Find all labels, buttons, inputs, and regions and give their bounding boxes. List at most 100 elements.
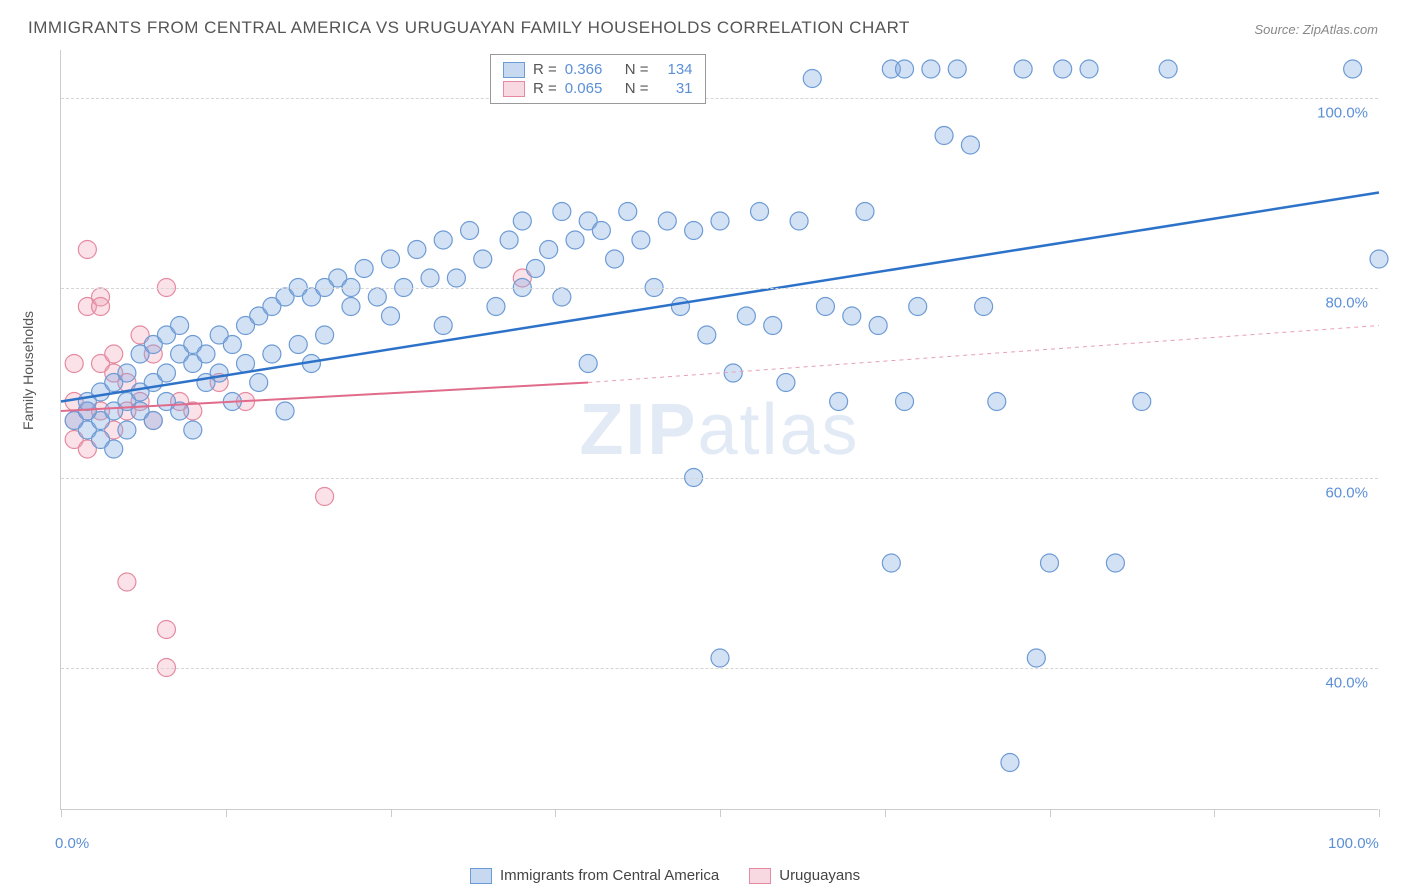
data-point	[513, 212, 531, 230]
plot-area: ZIPatlas 40.0%60.0%80.0%100.0%	[60, 50, 1378, 810]
data-point	[1344, 60, 1362, 78]
data-point	[118, 421, 136, 439]
x-tick	[555, 809, 556, 817]
gridline-h	[61, 288, 1378, 289]
data-point	[816, 298, 834, 316]
data-point	[461, 222, 479, 240]
data-point	[671, 298, 689, 316]
legend-swatch	[503, 81, 525, 97]
x-tick-label: 100.0%	[1328, 835, 1379, 852]
data-point	[342, 298, 360, 316]
data-point	[105, 440, 123, 458]
data-point	[619, 203, 637, 221]
data-point	[382, 307, 400, 325]
data-point	[1159, 60, 1177, 78]
gridline-h	[61, 668, 1378, 669]
data-point	[316, 488, 334, 506]
data-point	[948, 60, 966, 78]
y-tick-label: 60.0%	[1325, 484, 1368, 501]
x-tick	[1050, 809, 1051, 817]
data-point	[1014, 60, 1032, 78]
legend-n-value: 31	[657, 80, 693, 97]
data-point	[882, 554, 900, 572]
data-point	[382, 250, 400, 268]
data-point	[157, 364, 175, 382]
data-point	[118, 364, 136, 382]
data-point	[65, 355, 83, 373]
data-point	[961, 136, 979, 154]
data-point	[434, 231, 452, 249]
data-point	[144, 412, 162, 430]
y-tick-label: 100.0%	[1317, 104, 1368, 121]
data-point	[896, 60, 914, 78]
x-tick	[61, 809, 62, 817]
data-point	[606, 250, 624, 268]
data-point	[408, 241, 426, 259]
data-point	[579, 355, 597, 373]
data-point	[1041, 554, 1059, 572]
data-point	[184, 421, 202, 439]
data-point	[118, 573, 136, 591]
data-point	[803, 70, 821, 88]
data-point	[1054, 60, 1072, 78]
data-point	[869, 317, 887, 335]
data-point	[368, 288, 386, 306]
legend-swatch	[503, 62, 525, 78]
data-point	[105, 345, 123, 363]
x-tick	[391, 809, 392, 817]
data-point	[78, 241, 96, 259]
y-axis-label: Family Households	[20, 311, 36, 430]
legend-item: Uruguayans	[749, 867, 860, 884]
data-point	[1001, 754, 1019, 772]
data-point	[764, 317, 782, 335]
data-point	[698, 326, 716, 344]
data-point	[434, 317, 452, 335]
data-point	[790, 212, 808, 230]
legend-n-label: N =	[625, 61, 649, 78]
x-tick	[1214, 809, 1215, 817]
data-point	[935, 127, 953, 145]
legend-label: Immigrants from Central America	[500, 867, 719, 884]
data-point	[1133, 393, 1151, 411]
x-tick-label: 0.0%	[55, 835, 89, 852]
legend-series: Immigrants from Central America Uruguayan…	[470, 867, 860, 884]
data-point	[316, 326, 334, 344]
legend-r-label: R =	[533, 61, 557, 78]
legend-item: Immigrants from Central America	[470, 867, 719, 884]
gridline-h	[61, 98, 1378, 99]
x-tick	[1379, 809, 1380, 817]
data-point	[421, 269, 439, 287]
data-point	[658, 212, 676, 230]
data-point	[553, 203, 571, 221]
data-point	[447, 269, 465, 287]
data-point	[592, 222, 610, 240]
data-point	[711, 212, 729, 230]
data-point	[711, 649, 729, 667]
data-point	[92, 298, 110, 316]
source-attribution: Source: ZipAtlas.com	[1254, 22, 1378, 37]
data-point	[830, 393, 848, 411]
data-point	[263, 345, 281, 363]
legend-row: R = 0.366 N = 134	[503, 61, 693, 78]
data-point	[553, 288, 571, 306]
data-point	[540, 241, 558, 259]
data-point	[355, 260, 373, 278]
data-point	[737, 307, 755, 325]
x-tick	[885, 809, 886, 817]
legend-r-value: 0.366	[565, 61, 617, 78]
data-point	[777, 374, 795, 392]
data-point	[909, 298, 927, 316]
data-point	[1106, 554, 1124, 572]
data-point	[856, 203, 874, 221]
legend-row: R =0.065N = 31	[503, 80, 693, 97]
y-tick-label: 40.0%	[1325, 674, 1368, 691]
data-point	[250, 374, 268, 392]
data-point	[685, 222, 703, 240]
legend-r-value: 0.065	[565, 80, 617, 97]
legend-n-label: N =	[625, 80, 649, 97]
data-point	[276, 402, 294, 420]
x-tick	[226, 809, 227, 817]
y-tick-label: 80.0%	[1325, 294, 1368, 311]
legend-swatch	[470, 868, 492, 884]
legend-n-value: 134	[657, 61, 693, 78]
